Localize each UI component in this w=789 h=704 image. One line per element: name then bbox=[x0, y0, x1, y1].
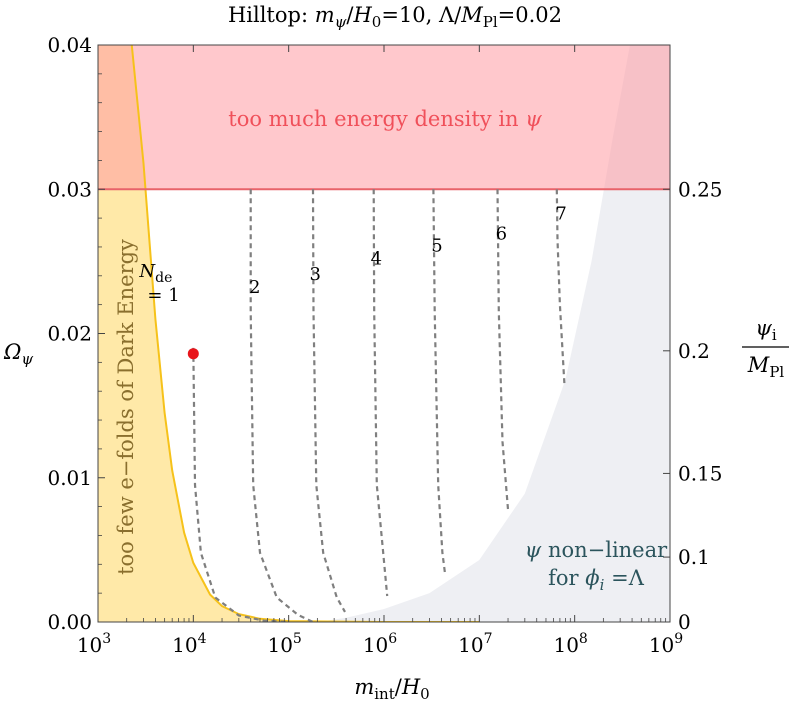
nonlinear-label-line1: ψ non−linear bbox=[525, 538, 668, 562]
x-tick-label: 108 bbox=[553, 631, 587, 657]
data-point-marker bbox=[187, 348, 199, 360]
y-axis-label: Ωψ bbox=[3, 340, 33, 368]
energy-density-region bbox=[98, 45, 670, 190]
x-tick-label: 104 bbox=[172, 631, 206, 657]
contour-label-5: 5 bbox=[431, 235, 442, 256]
y2-axis-label: ψi MPl bbox=[742, 316, 789, 381]
svg-text:Nde: Nde bbox=[138, 261, 172, 286]
chart-title: Hilltop: mψ/H0=10, Λ/MPl=0.02 bbox=[228, 3, 562, 31]
efolds-label: too few e−folds of Dark Energy bbox=[114, 239, 138, 575]
contour-line-3 bbox=[311, 189, 346, 613]
contour-line-2 bbox=[249, 189, 314, 622]
y2-tick-label: 0.25 bbox=[678, 177, 723, 201]
x-tick-label: 109 bbox=[649, 631, 683, 657]
svg-text:= 1: = 1 bbox=[147, 285, 179, 306]
contour-label-7: 7 bbox=[555, 204, 566, 225]
svg-text:MPl: MPl bbox=[747, 353, 785, 381]
svg-text:ψi: ψi bbox=[755, 316, 776, 344]
x-axis-ticks: 103 104 105 106 107 108 109 bbox=[77, 45, 683, 657]
nde-contours bbox=[192, 189, 566, 622]
y-tick-label: 0.01 bbox=[47, 466, 92, 490]
x-tick-label: 107 bbox=[458, 631, 492, 657]
y2-axis-ticks: 0 0.1 0.15 0.2 0.25 bbox=[663, 177, 723, 634]
contour-label-3: 3 bbox=[309, 264, 320, 285]
x-axis-label: mint/H0 bbox=[354, 675, 429, 703]
contour-line-7 bbox=[555, 189, 566, 385]
y2-tick-label: 0 bbox=[678, 610, 691, 634]
contour-line-4 bbox=[372, 189, 389, 597]
contour-label-6: 6 bbox=[496, 224, 507, 245]
contour-line-1 bbox=[192, 347, 289, 622]
nde-label: Nde = 1 bbox=[138, 261, 179, 306]
nonlinear-region bbox=[317, 45, 670, 622]
y-axis-ticks: 0.00 0.01 0.02 0.03 0.04 bbox=[47, 33, 105, 634]
contour-label-4: 4 bbox=[371, 248, 382, 269]
contour-line-5 bbox=[432, 189, 447, 576]
x-tick-label: 105 bbox=[267, 631, 301, 657]
x-tick-label: 103 bbox=[77, 631, 111, 657]
x-tick-label: 106 bbox=[363, 631, 397, 657]
contour-label-2: 2 bbox=[249, 277, 260, 298]
y-tick-label: 0.03 bbox=[47, 177, 92, 201]
y-tick-label: 0.00 bbox=[47, 610, 92, 634]
nonlinear-label-line2: for ϕi =Λ bbox=[548, 566, 645, 594]
y2-tick-label: 0.15 bbox=[678, 461, 723, 485]
y2-tick-label: 0.2 bbox=[678, 339, 710, 363]
energy-density-label: too much energy density in ψ bbox=[228, 107, 542, 131]
y2-tick-label: 0.1 bbox=[678, 545, 710, 569]
y-tick-label: 0.04 bbox=[47, 33, 92, 57]
y-tick-label: 0.02 bbox=[47, 322, 92, 346]
